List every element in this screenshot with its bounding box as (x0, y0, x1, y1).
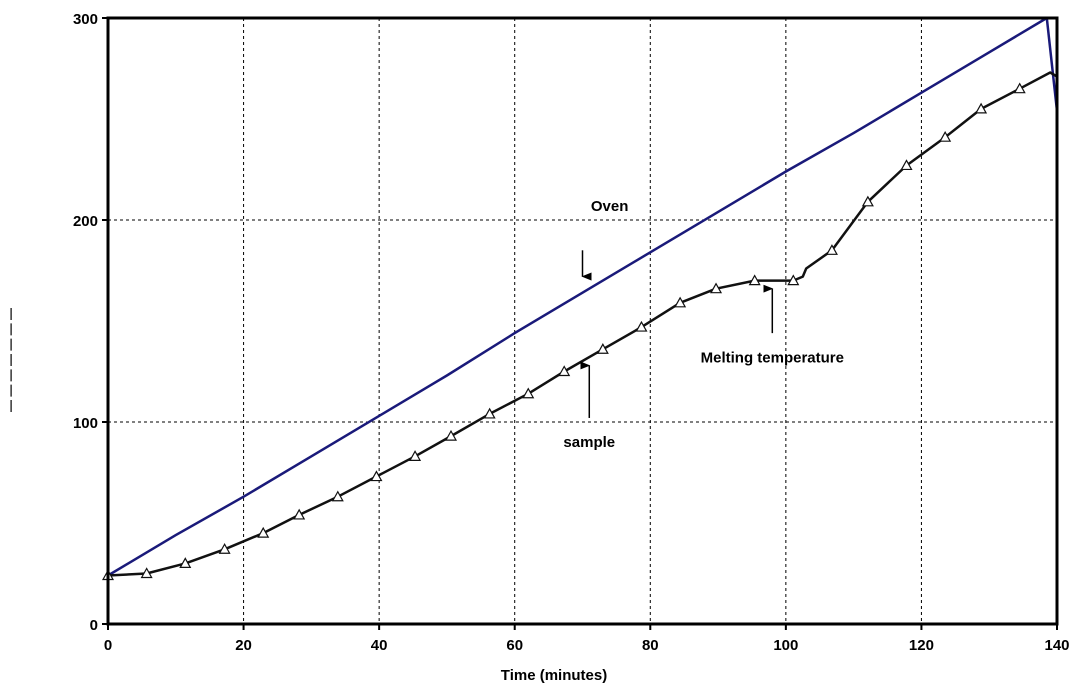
oven-annotation-label: Oven (591, 198, 629, 215)
sample-point (748, 274, 761, 286)
plot-frame (106, 16, 1059, 626)
sample-point (710, 282, 723, 294)
x-tick-label: 100 (773, 637, 798, 654)
sample-point (1013, 82, 1026, 94)
y-tick-label: 200 (73, 213, 98, 230)
x-tick-label: 80 (642, 637, 659, 654)
annotations: Oven sample Melting temperature (563, 198, 844, 451)
y-tick-label: 100 (73, 415, 98, 432)
markers (101, 82, 1026, 581)
melting-temperature-annotation-label: Melting temperature (701, 349, 844, 366)
sample-point (218, 543, 231, 554)
x-axis-title: Time (minutes) (501, 667, 607, 684)
x-tick-label: 0 (104, 637, 112, 654)
sample-point (370, 470, 383, 482)
sample-point (179, 557, 192, 569)
sample-point (975, 102, 988, 114)
sample-point (635, 320, 648, 332)
oven-series-line (107, 16, 1048, 577)
x-tick-label: 20 (235, 637, 252, 654)
y-tick-label: 300 (73, 11, 98, 28)
svg-text:— — — — — — —: — — — — — — — (5, 308, 19, 412)
sample-point (596, 343, 609, 354)
sample-series-line (107, 71, 1058, 577)
sample-point (558, 365, 571, 377)
sample-annotation-label: sample (563, 434, 615, 451)
oven-series-drop (1045, 17, 1059, 112)
x-tick-label: 120 (909, 637, 934, 654)
sample-point (257, 526, 270, 538)
y-tick-label: 0 (90, 617, 98, 634)
sample-point (900, 159, 913, 171)
sample-point (331, 490, 344, 502)
sample-point (787, 274, 800, 286)
series (107, 16, 1059, 577)
sample-point (293, 508, 306, 520)
sample-point (522, 387, 535, 399)
sample-point (674, 296, 687, 308)
x-tick-label: 60 (506, 637, 523, 654)
sample-point (444, 429, 458, 441)
x-tick-label: 40 (371, 637, 388, 654)
ticks: 0 20 40 60 80 100 120 140 0 100 200 300 (73, 11, 1070, 654)
sample-point (140, 567, 153, 579)
x-tick-label: 140 (1044, 637, 1069, 654)
sample-point (409, 450, 422, 461)
sample-point (825, 244, 838, 255)
sample-point (483, 407, 496, 419)
grid (108, 18, 1057, 624)
sample-point (861, 195, 874, 207)
y-axis-title-glyphs: — — — — — — — (5, 308, 19, 412)
sample-point (939, 130, 952, 142)
